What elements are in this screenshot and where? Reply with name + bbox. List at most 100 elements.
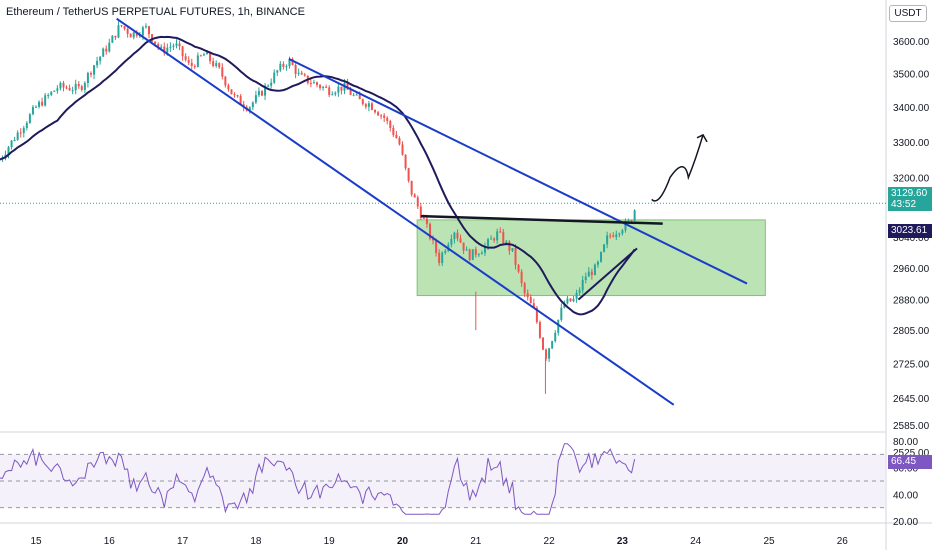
time-axis-label: 25 bbox=[763, 536, 775, 547]
candle-body bbox=[129, 33, 132, 38]
candle-body bbox=[135, 32, 138, 36]
support-zone[interactable] bbox=[416, 219, 766, 297]
price-axis-label: 3600.00 bbox=[893, 37, 930, 48]
countdown-timer: 43:52 bbox=[891, 199, 917, 210]
candle-body bbox=[401, 144, 404, 155]
candle-body bbox=[282, 63, 285, 67]
candle-body bbox=[163, 46, 166, 53]
candle-body bbox=[218, 63, 221, 68]
candle-body bbox=[285, 66, 288, 68]
price-axis-label: 3040.00 bbox=[893, 233, 930, 244]
candle-body bbox=[279, 63, 282, 71]
candle-body bbox=[483, 245, 486, 253]
candle-body bbox=[254, 95, 257, 103]
candle-body bbox=[251, 102, 254, 108]
candle-body bbox=[444, 251, 447, 253]
candle-body bbox=[215, 63, 218, 66]
candle-body bbox=[471, 249, 474, 260]
candle-body bbox=[584, 276, 587, 280]
rising-trendline[interactable] bbox=[577, 247, 638, 301]
candle-body bbox=[606, 235, 609, 245]
candle-body bbox=[377, 112, 380, 116]
candle-body bbox=[386, 117, 389, 121]
candle-body bbox=[529, 297, 532, 304]
candle-body bbox=[349, 89, 352, 95]
candle-body bbox=[566, 298, 569, 304]
projection-arrow-head bbox=[696, 133, 708, 143]
price-axis-label: 3200.00 bbox=[893, 173, 930, 184]
time-axis-label: 18 bbox=[250, 536, 262, 547]
rsi-axis-label: 80.00 bbox=[893, 437, 918, 448]
candle-body bbox=[587, 271, 590, 277]
price-axis-label: 2645.00 bbox=[893, 394, 930, 405]
candle-body bbox=[508, 241, 511, 251]
candle-body bbox=[358, 94, 361, 100]
candle-body bbox=[224, 76, 227, 86]
candle-body bbox=[383, 115, 386, 118]
candle-body bbox=[398, 138, 401, 145]
candle-body bbox=[465, 249, 468, 251]
candle-body bbox=[337, 86, 340, 93]
candle-body bbox=[621, 230, 624, 234]
lower-channel-line[interactable] bbox=[116, 17, 675, 406]
candle-body bbox=[551, 341, 554, 349]
projection-arrow[interactable] bbox=[651, 134, 704, 202]
candle-body bbox=[294, 64, 297, 74]
rsi-value-tag: 66.45 bbox=[888, 455, 932, 469]
candle-body bbox=[193, 65, 196, 67]
candle-body bbox=[114, 35, 117, 38]
candle-body bbox=[267, 85, 270, 87]
candle-body bbox=[487, 239, 490, 246]
time-axis-label: 17 bbox=[177, 536, 189, 547]
candle-body bbox=[68, 88, 71, 91]
candle-body bbox=[480, 252, 483, 255]
candle-body bbox=[511, 248, 514, 251]
candle-body bbox=[16, 132, 19, 140]
candle-body bbox=[578, 290, 581, 293]
candle-body bbox=[83, 82, 86, 90]
price-axis-label: 3300.00 bbox=[893, 138, 930, 149]
time-axis-label: 22 bbox=[544, 536, 556, 547]
candle-body bbox=[352, 94, 355, 96]
candle-body bbox=[419, 206, 422, 218]
ma-price-tag: 3023.61 bbox=[888, 224, 932, 238]
candle-body bbox=[47, 95, 50, 97]
candle-body bbox=[462, 242, 465, 251]
time-axis-label: 21 bbox=[470, 536, 482, 547]
candle-body bbox=[89, 72, 92, 75]
candle-body bbox=[126, 28, 129, 34]
candle-body bbox=[99, 56, 102, 61]
candle-body bbox=[56, 88, 59, 91]
candle-body bbox=[392, 127, 395, 135]
candle-body bbox=[389, 120, 392, 128]
candle-body bbox=[532, 303, 535, 308]
candle-body bbox=[563, 303, 566, 308]
candle-body bbox=[300, 72, 303, 75]
candle-body bbox=[196, 55, 199, 67]
candle-body bbox=[309, 82, 312, 84]
candle-body bbox=[380, 115, 383, 117]
candle-body bbox=[618, 233, 621, 235]
candle-body bbox=[71, 90, 74, 92]
candle-body bbox=[160, 46, 163, 48]
candle-body bbox=[459, 238, 462, 243]
candle-body bbox=[395, 134, 398, 139]
candle-body bbox=[206, 52, 209, 55]
currency-badge[interactable]: USDT bbox=[889, 5, 927, 22]
price-axis-label: 2585.00 bbox=[893, 421, 930, 432]
chart-title: Ethereum / TetherUS PERPETUAL FUTURES, 1… bbox=[6, 6, 305, 18]
candle-body bbox=[505, 241, 508, 244]
candle-body bbox=[105, 48, 108, 52]
candle-body bbox=[175, 43, 178, 46]
candle-body bbox=[441, 252, 444, 264]
candle-body bbox=[257, 91, 260, 96]
candle-body bbox=[19, 132, 22, 134]
last-price-value: 3129.60 bbox=[891, 188, 928, 199]
resistance-line[interactable] bbox=[420, 214, 663, 225]
candle-body bbox=[428, 223, 431, 239]
upper-channel-line[interactable] bbox=[288, 57, 748, 285]
price-axis-label: 3500.00 bbox=[893, 70, 930, 81]
candle-body bbox=[468, 249, 471, 260]
candle-body bbox=[315, 82, 318, 86]
